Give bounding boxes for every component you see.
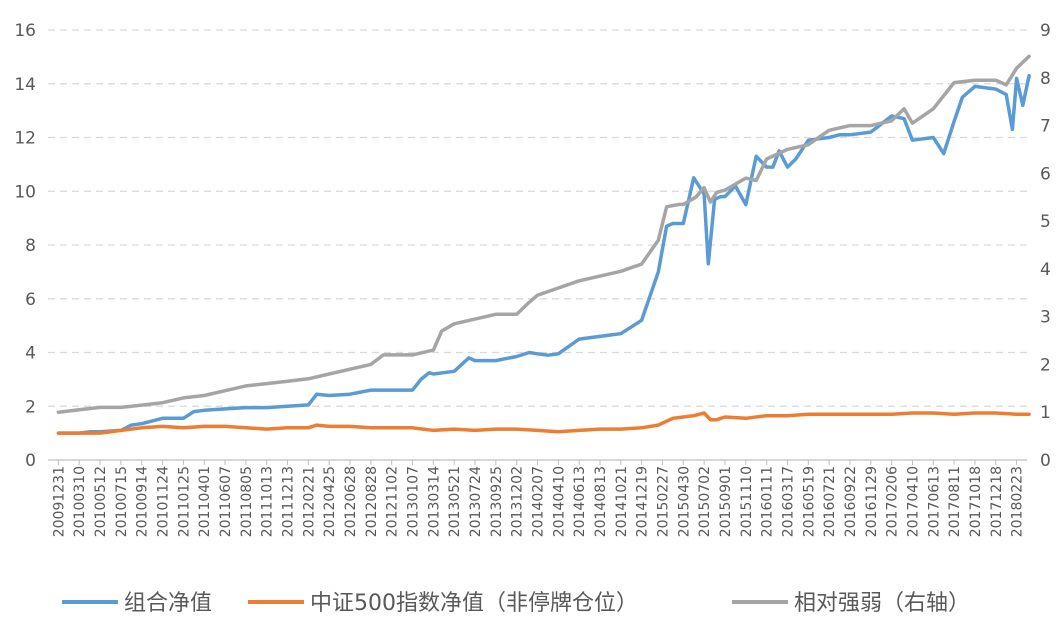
right-tick-label: 0: [1040, 451, 1051, 471]
right-tick-label: 7: [1040, 117, 1051, 137]
x-tick-label: 20110805: [239, 466, 255, 537]
x-tick-label: 20110125: [176, 466, 192, 537]
x-tick-label: 20170811: [947, 466, 963, 537]
x-tick-label: 20131202: [510, 466, 526, 537]
series-lines: [56, 54, 1031, 435]
right-tick-label: 3: [1040, 308, 1051, 328]
left-tick-label: 4: [25, 344, 36, 364]
x-tick-label: 20130521: [447, 466, 463, 537]
x-tick-label: 20111213: [281, 466, 297, 537]
x-tick-label: 20100914: [135, 466, 151, 537]
x-tick-label: 20150702: [697, 466, 713, 537]
legend: 组合净值 中证500指数净值（非停牌仓位） 相对强弱（右轴）: [62, 591, 970, 616]
left-tick-label: 14: [14, 75, 36, 95]
x-tick-label: 20120628: [343, 466, 359, 537]
left-tick-label: 16: [14, 21, 36, 41]
legend-label: 中证500指数净值（非停牌仓位）: [310, 591, 638, 616]
x-tick-label: 20141021: [614, 466, 630, 537]
right-tick-label: 6: [1040, 164, 1051, 184]
x-tick-label: 20170613: [926, 466, 942, 537]
left-tick-label: 2: [25, 397, 36, 417]
x-tick-label: 20171018: [968, 466, 984, 537]
left-tick-label: 10: [14, 182, 36, 202]
x-tick-label: 20130314: [426, 466, 442, 537]
x-tick-label: 20091231: [51, 466, 67, 537]
left-tick-label: 0: [25, 451, 36, 471]
x-tick-label: 20130107: [406, 466, 422, 537]
x-tick-label: 20151110: [739, 466, 755, 537]
x-tick-label: 20160721: [822, 466, 838, 537]
x-tick-label: 20110401: [197, 466, 213, 537]
series-line: [56, 54, 1031, 414]
legend-label: 相对强弱（右轴）: [794, 591, 970, 616]
x-tick-label: 20100310: [72, 466, 88, 537]
x-tick-label: 20150227: [655, 466, 671, 537]
x-tick-label: 20160317: [780, 466, 796, 537]
x-tick-label: 20100715: [114, 466, 130, 537]
left-tick-label: 8: [25, 236, 36, 256]
x-tick-label: 20140410: [551, 466, 567, 537]
series-line: [56, 73, 1031, 435]
x-tick-label: 20170410: [905, 466, 921, 537]
x-tick-label: 20120828: [364, 466, 380, 537]
x-tick-label: 20161129: [864, 466, 880, 537]
x-tick-label: 20120221: [301, 466, 317, 537]
x-tick-label: 20110607: [218, 466, 234, 537]
x-tick-label: 20160519: [801, 466, 817, 537]
right-tick-label: 1: [1040, 403, 1051, 423]
x-tick-label: 20180223: [1010, 466, 1026, 537]
x-tick-label: 20160922: [843, 466, 859, 537]
right-axis-ticks: 0 1 2 3 4 5 6 7 8 9: [1040, 21, 1051, 471]
x-axis: 20091231 20100310 20100512 20100715 20100914…: [51, 460, 1026, 537]
right-tick-label: 5: [1040, 212, 1051, 232]
x-tick-label: 20171218: [989, 466, 1005, 537]
x-tick-label: 20121102: [385, 466, 401, 537]
x-tick-label: 20111013: [260, 466, 276, 537]
x-tick-label: 20130724: [468, 466, 484, 537]
right-tick-label: 8: [1040, 69, 1051, 89]
x-tick-label: 20140613: [572, 466, 588, 537]
x-tick-label: 20141219: [635, 466, 651, 537]
x-tick-label: 20130925: [489, 466, 505, 537]
left-tick-label: 12: [14, 129, 36, 149]
right-tick-label: 4: [1040, 260, 1051, 280]
x-tick-label: 20101124: [156, 466, 172, 537]
x-tick-label: 20120425: [322, 466, 338, 537]
series-line: [56, 411, 1031, 435]
x-tick-label: 20170206: [885, 466, 901, 537]
right-tick-label: 2: [1040, 355, 1051, 375]
x-tick-label: 20100512: [93, 466, 109, 537]
x-tick-label: 20140207: [531, 466, 547, 537]
x-tick-label: 20160111: [760, 466, 776, 537]
x-tick-label: 20150430: [676, 466, 692, 537]
x-tick-label: 20150901: [718, 466, 734, 537]
legend-label: 组合净值: [124, 591, 212, 616]
left-axis-ticks: 0 2 4 6 8 10 12 14 16: [14, 21, 36, 471]
x-tick-label: 20140813: [593, 466, 609, 537]
right-tick-label: 9: [1040, 21, 1051, 41]
left-tick-label: 6: [25, 290, 36, 310]
